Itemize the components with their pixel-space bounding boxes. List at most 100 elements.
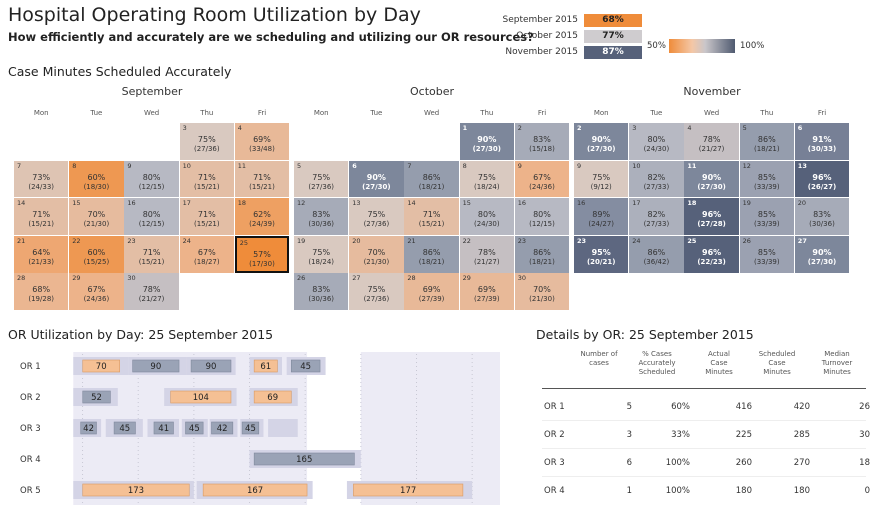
calendar-day-cell[interactable]: 26 83% (30/36) [294,273,349,311]
scheduled-block [268,419,298,437]
day-fraction: (18/21) [418,182,445,191]
calendar-day-cell[interactable]: 25 57% (17/30) [234,235,290,273]
calendar-day-cell[interactable]: 10 71% (15/21) [179,160,234,198]
calendar-day-cell[interactable]: 21 86% (18/21) [404,235,459,273]
gantt-section-title: OR Utilization by Day: 25 September 2015 [8,327,274,342]
day-percent: 90% [477,135,497,144]
weekday-label: Wed [423,109,440,117]
day-number: 25 [239,238,249,247]
day-fraction: (21/33) [28,257,55,266]
calendar-day-cell[interactable]: 18 62% (24/39) [234,198,290,235]
calendar-day-cell[interactable]: 24 67% (18/27) [179,235,234,273]
calendar-day-cell[interactable]: 23 71% (15/21) [124,235,179,273]
calendar-day-cell[interactable]: 22 60% (15/25) [69,235,124,273]
calendar-day-cell[interactable]: 4 69% (33/48) [234,123,290,160]
dashboard-title: Hospital Operating Room Utilization by D… [8,4,421,26]
calendar-day-cell[interactable]: 12 85% (33/39) [739,160,794,198]
calendar-day-cell[interactable]: 11 90% (27/30) [684,160,739,198]
calendar-day-cell[interactable]: 6 90% (27/30) [349,160,404,198]
case-bar [253,390,292,404]
calendar-day-cell[interactable]: 28 68% (19/28) [14,273,69,311]
case-duration-label: 42 [217,424,228,434]
day-fraction: (33/48) [249,145,275,153]
gantt-svg: OR 1 OR 2 OR 3 OR 4 OR 5 70 90 90 61 45 52 104 69 42 4… [20,352,500,505]
calendar-day-cell[interactable]: 5 75% (27/36) [294,160,349,198]
calendar-day-cell[interactable]: 23 95% (20/21) [574,235,629,273]
calendar-day-cell[interactable]: 12 83% (30/36) [294,198,349,235]
day-number: 7 [17,161,22,170]
calendar-day-cell[interactable]: 8 60% (18/30) [69,160,124,198]
calendar-day-cell[interactable]: 17 82% (27/33) [629,198,684,235]
details-section-title: Details by OR: 25 September 2015 [536,327,754,342]
calendar-day-cell[interactable]: 16 80% (12/15) [514,198,570,235]
day-percent: 85% [757,210,776,220]
calendar-day-cell[interactable]: 17 71% (15/21) [179,198,234,235]
calendar-day-cell[interactable]: 29 69% (27/39) [459,273,514,311]
day-fraction: (21/27) [473,257,500,266]
weekday-label: Thu [760,109,774,117]
case-duration-label: 70 [96,362,107,372]
day-number: 26 [297,274,306,283]
calendar-day-cell[interactable]: 20 83% (30/36) [794,198,850,235]
calendar-day-cell[interactable]: 9 80% (12/15) [124,160,179,198]
case-duration-label: 61 [260,362,271,372]
weekday-label: Wed [143,109,160,117]
day-fraction: (12/15) [138,220,165,229]
legend-value-oct[interactable]: 77% [584,30,642,43]
calendar-day-cell[interactable]: 20 70% (21/30) [349,235,404,273]
calendar-day-cell[interactable]: 14 71% (15/21) [404,198,459,235]
calendar-day-cell[interactable]: 10 82% (27/33) [629,160,684,198]
legend-value-nov[interactable]: 87% [584,46,642,59]
calendar-day-cell[interactable]: 4 78% (21/27) [684,123,739,160]
calendar-day-cell[interactable]: 16 80% (12/15) [124,198,179,235]
calendar-day-cell[interactable]: 8 75% (18/24) [459,160,514,198]
calendar-day-cell[interactable]: 13 75% (27/36) [349,198,404,235]
calendar-day-cell[interactable]: 2 90% (27/30) [574,123,629,160]
calendar-day-cell[interactable]: 23 86% (18/21) [514,235,570,273]
calendar-day-cell[interactable]: 19 75% (18/24) [294,235,349,273]
calendar-day-cell[interactable]: 21 64% (21/33) [14,235,69,273]
calendar-day-cell[interactable]: 9 67% (24/36) [514,160,570,198]
day-percent: 83% [312,210,331,220]
calendar-day-cell[interactable]: 14 71% (15/21) [14,198,69,235]
calendar-day-cell[interactable]: 18 96% (27/28) [684,198,739,235]
calendar-day-cell[interactable]: 26 85% (33/39) [739,235,794,273]
calendar-day-cell[interactable]: 28 69% (27/39) [404,273,459,311]
day-percent: 86% [422,172,441,182]
calendar-day-cell[interactable]: 16 89% (24/27) [574,198,629,235]
case-duration-label: 45 [300,362,311,372]
calendar-day-cell[interactable]: 15 70% (21/30) [69,198,124,235]
day-fraction: (22/23) [697,257,726,266]
calendar-day-cell[interactable]: 3 80% (24/30) [629,123,684,160]
calendar-day-cell[interactable]: 2 83% (15/18) [514,123,570,160]
day-fraction: (26/27) [807,182,837,191]
calendar-day-cell[interactable]: 7 86% (18/21) [404,160,459,198]
calendar-day-cell[interactable]: 27 90% (27/30) [794,235,850,273]
calendar-day-cell[interactable]: 29 67% (24/36) [69,273,124,311]
calendar-day-cell[interactable]: 22 78% (21/27) [459,235,514,273]
legend-value-sep[interactable]: 68% [584,14,642,27]
day-fraction: (27/30) [586,145,616,153]
calendar-day-cell[interactable]: 13 96% (26/27) [794,160,850,198]
calendar-day-cell[interactable]: 3 75% (27/36) [179,123,234,160]
day-percent: 89% [592,210,611,220]
calendar-day-cell[interactable]: 6 91% (30/33) [794,123,850,160]
calendar-day-cell[interactable]: 25 96% (22/23) [684,235,739,273]
calendar-day-cell[interactable]: 19 85% (33/39) [739,198,794,235]
day-percent: 75% [312,247,331,257]
calendar-day-cell[interactable]: 11 71% (15/21) [234,160,290,198]
calendar-day-cell[interactable]: 30 78% (21/27) [124,273,179,311]
calendar-day-cell[interactable]: 1 90% (27/30) [459,123,514,160]
calendar-day-cell[interactable]: 5 86% (18/21) [739,123,794,160]
day-percent: 60% [87,247,106,257]
day-number: 2 [517,124,522,132]
calendar-day-cell[interactable]: 24 86% (36/42) [629,235,684,273]
calendar-day-cell[interactable]: 30 70% (21/30) [514,273,570,311]
day-percent: 69% [477,285,496,295]
calendar-day-cell[interactable]: 15 80% (24/30) [459,198,514,235]
day-percent: 83% [533,135,551,144]
calendar-day-cell[interactable]: 27 75% (27/36) [349,273,404,311]
calendar-day-cell[interactable]: 7 73% (24/33) [14,160,69,198]
calendar-day-cell[interactable]: 9 75% (9/12) [574,160,629,198]
day-fraction: (15/21) [193,182,220,191]
